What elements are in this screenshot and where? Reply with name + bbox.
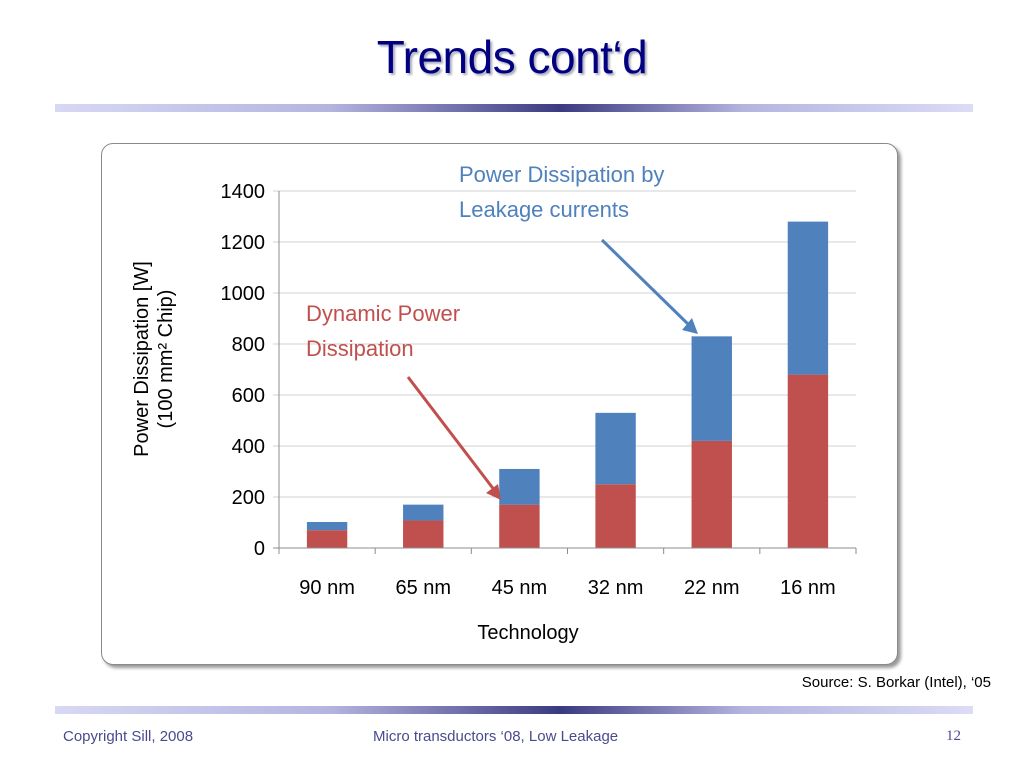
x-tick-label: 16 nm (780, 577, 836, 599)
x-tick-label: 22 nm (684, 577, 740, 599)
slide-title: Trends cont‘d (376, 31, 648, 83)
annotation-dynamic-arrow (406, 376, 497, 492)
x-tick-label: 32 nm (588, 577, 644, 599)
gridlines (273, 190, 856, 498)
y-tick-label: 1000 (221, 283, 266, 305)
annotation-dynamic-line1: Dynamic Power (306, 301, 460, 326)
bar-dynamic (306, 530, 348, 548)
bar-leakage (306, 521, 348, 531)
bar-leakage (499, 468, 540, 505)
y-axis-label-line1: Power Dissipation [W] (131, 261, 153, 457)
footer-divider (55, 706, 973, 714)
chart-frame: 0 200 400 600 800 1000 1200 1400 90 nm 65 nm 45 n… (101, 143, 898, 665)
x-tick-label: 90 nm (299, 577, 355, 599)
y-tick-label: 200 (232, 487, 265, 509)
title-divider (55, 104, 973, 112)
y-tick-label: 1400 (221, 181, 266, 203)
annotation-dynamic-line2: Dissipation (306, 336, 414, 361)
bar-dynamic (595, 484, 636, 548)
bar-dynamic (691, 440, 732, 548)
y-tick-label: 600 (232, 385, 265, 407)
x-tick-labels: 90 nm 65 nm 45 nm 32 nm 22 nm 16 nm (299, 577, 835, 599)
annotation-leakage-arrowhead (682, 318, 698, 334)
stacked-bar-chart: 0 200 400 600 800 1000 1200 1400 90 nm 65 nm 45 n… (131, 162, 857, 644)
bar-dynamic (499, 504, 540, 548)
x-axis-label: Technology (477, 622, 578, 644)
bars (306, 221, 829, 548)
footer-presentation-title: Micro transductors ‘08, Low Leakage (373, 728, 619, 745)
y-tick-labels: 0 200 400 600 800 1000 1200 1400 (221, 181, 266, 560)
y-tick-label: 400 (232, 436, 265, 458)
bar-leakage (691, 336, 732, 441)
page-number: 12 (946, 728, 961, 744)
annotation-leakage: Power Dissipation by Leakage currents (459, 162, 698, 334)
x-tick-label: 65 nm (395, 577, 451, 599)
source-citation: Source: S. Borkar (Intel), ‘05 (801, 674, 991, 691)
bar-dynamic (403, 520, 444, 548)
x-tick-label: 45 nm (492, 577, 548, 599)
y-axis-label-line2: (100 mm² Chip) (155, 290, 177, 429)
y-tick-label: 1200 (221, 232, 266, 254)
bar-leakage (403, 504, 444, 521)
y-tick-label: 800 (232, 334, 265, 356)
annotation-leakage-line1: Power Dissipation by (459, 162, 664, 187)
bar-dynamic (787, 374, 829, 548)
footer-copyright: Copyright Sill, 2008 (63, 728, 194, 745)
annotation-leakage-arrow (600, 238, 692, 328)
annotation-leakage-line2: Leakage currents (459, 197, 629, 222)
bar-leakage (787, 221, 829, 375)
axes (273, 191, 857, 554)
bar-leakage (595, 412, 636, 485)
y-tick-label: 0 (254, 538, 265, 560)
annotation-dynamic: Dynamic Power Dissipation (306, 301, 501, 500)
annotation-dynamic-arrowhead (486, 484, 501, 500)
